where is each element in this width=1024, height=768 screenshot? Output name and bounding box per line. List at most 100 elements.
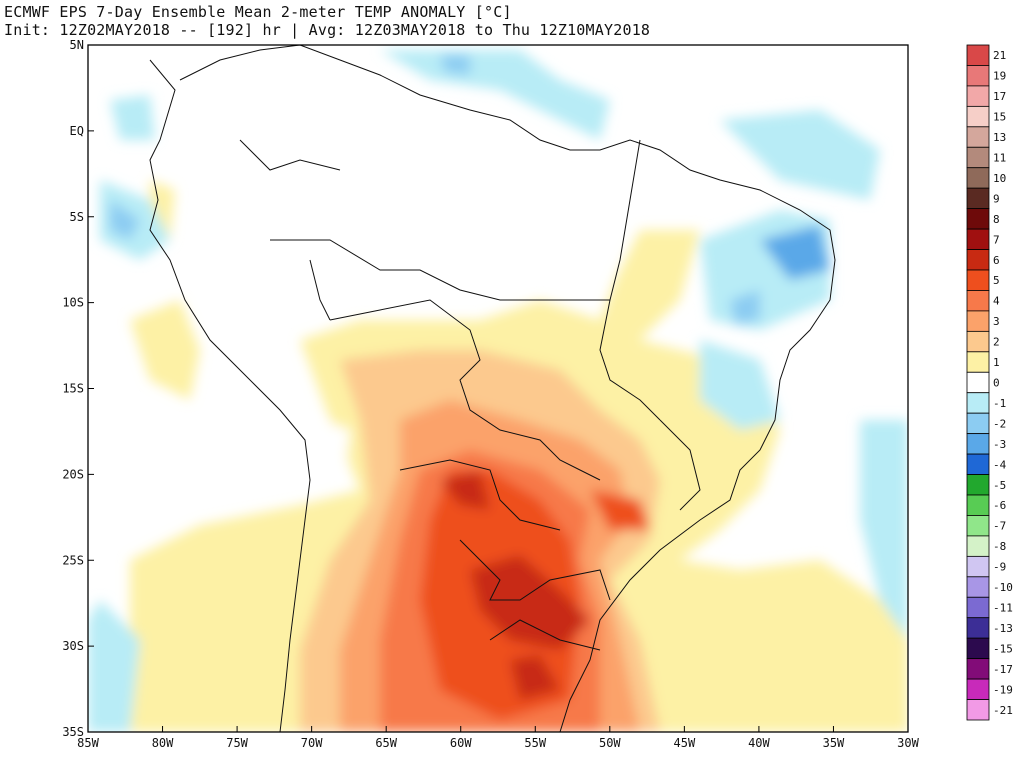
- x-tick-label: 60W: [450, 736, 472, 750]
- colorbar-swatch: [966, 678, 990, 700]
- border-state-2: [659, 419, 701, 511]
- colorbar-swatch: [966, 249, 990, 271]
- y-tick-label: 30S: [62, 639, 84, 653]
- colorbar-label: 8: [993, 213, 1000, 226]
- colorbar-label: 3: [993, 315, 1000, 328]
- x-tick-label: 65W: [375, 736, 397, 750]
- colorbar-swatch: [966, 412, 990, 435]
- border-argentina: [459, 539, 611, 601]
- colorbar: 211917151311109876543210-1-2-3-4-5-6-7-8…: [966, 44, 1013, 721]
- y-tick-label: 35S: [62, 725, 84, 739]
- colorbar-label: -10: [993, 581, 1013, 594]
- colorbar-swatch: [966, 351, 990, 373]
- colorbar-swatch: [966, 494, 990, 516]
- colorbar-swatch: [966, 658, 990, 680]
- map-subtitle: Init: 12Z02MAY2018 -- [192] hr | Avg: 12…: [4, 21, 651, 39]
- border-uruguay: [489, 619, 601, 651]
- colorbar-swatch: [966, 699, 990, 721]
- x-tick-label: 40W: [748, 736, 770, 750]
- colorbar-swatch: [966, 330, 990, 353]
- y-tick-label: 25S: [62, 553, 84, 567]
- colorbar-label: 0: [993, 377, 1000, 390]
- x-tick-label: 50W: [599, 736, 621, 750]
- colorbar-label: -2: [993, 417, 1006, 430]
- colorbar-label: -4: [993, 458, 1007, 471]
- colorbar-swatch: [966, 433, 990, 455]
- colorbar-swatch: [966, 453, 990, 475]
- colorbar-swatch: [966, 65, 990, 87]
- colorbar-swatch: [966, 515, 990, 537]
- x-tick-label: 80W: [152, 736, 174, 750]
- colorbar-swatch: [966, 596, 990, 619]
- colorbar-label: -19: [993, 683, 1013, 696]
- colorbar-label: -7: [993, 520, 1006, 533]
- y-tick-label: 15S: [62, 382, 84, 396]
- colorbar-swatch: [966, 228, 990, 250]
- border-north: [270, 239, 610, 301]
- border-bolivia: [329, 299, 601, 481]
- colorbar-label: 7: [993, 233, 1000, 246]
- colorbar-swatch: [966, 310, 990, 332]
- colorbar-swatch: [966, 85, 990, 107]
- colorbar-swatch: [966, 371, 990, 394]
- colorbar-swatch: [966, 187, 990, 210]
- colorbar-label: -5: [993, 479, 1006, 492]
- colorbar-label: 1: [993, 356, 1000, 369]
- country-borders: [149, 45, 836, 732]
- colorbar-swatch: [966, 576, 990, 598]
- colorbar-swatch: [966, 208, 990, 230]
- x-tick-label: 55W: [524, 736, 546, 750]
- y-tick-label: 5S: [70, 210, 84, 224]
- colorbar-label: -9: [993, 561, 1006, 574]
- border-colombia: [239, 139, 341, 171]
- border-peru: [309, 259, 331, 321]
- y-tick-label: EQ: [70, 124, 84, 138]
- colorbar-label: 10: [993, 172, 1006, 185]
- colorbar-swatch: [966, 535, 990, 557]
- colorbar-swatch: [966, 474, 990, 496]
- colorbar-swatch: [966, 637, 990, 660]
- colorbar-label: -1: [993, 397, 1006, 410]
- x-tick-label: 45W: [674, 736, 696, 750]
- colorbar-label: -13: [993, 622, 1013, 635]
- colorbar-label: 13: [993, 131, 1006, 144]
- colorbar-swatch: [966, 44, 990, 66]
- colorbar-label: 5: [993, 274, 1000, 287]
- anomaly-field: [88, 45, 908, 732]
- colorbar-label: 2: [993, 336, 1000, 349]
- colorbar-label: -6: [993, 499, 1006, 512]
- x-axis: 85W 80W 75W 70W 65W 60W 55W 50W 45W 40W 35W 30W: [77, 726, 920, 750]
- colorbar-label: -21: [993, 704, 1013, 717]
- x-tick-label: 70W: [301, 736, 323, 750]
- x-tick-label: 30W: [897, 736, 919, 750]
- colorbar-swatch: [966, 269, 990, 291]
- map-title: ECMWF EPS 7-Day Ensemble Mean 2-meter TE…: [4, 3, 512, 21]
- pacific-coast: [149, 59, 311, 732]
- colorbar-label: 19: [993, 70, 1006, 83]
- colorbar-swatch: [966, 126, 990, 148]
- colorbar-swatch: [966, 617, 990, 639]
- colorbar-swatch: [966, 290, 990, 312]
- y-tick-label: 5N: [70, 38, 84, 52]
- x-tick-label: 35W: [823, 736, 845, 750]
- y-tick-label: 20S: [62, 467, 84, 481]
- colorbar-label: -15: [993, 642, 1013, 655]
- y-tick-label: 10S: [62, 296, 84, 310]
- colorbar-label: 15: [993, 111, 1006, 124]
- border-paraguay: [399, 459, 561, 531]
- colorbar-swatch: [966, 555, 990, 578]
- colorbar-label: 4: [993, 295, 1000, 308]
- colorbar-label: 9: [993, 192, 1000, 205]
- colorbar-swatch: [966, 392, 990, 414]
- x-tick-label: 85W: [77, 736, 99, 750]
- colorbar-label: 11: [993, 152, 1006, 165]
- colorbar-label: 6: [993, 254, 1000, 267]
- colorbar-label: -3: [993, 438, 1006, 451]
- colorbar-swatch: [966, 167, 990, 189]
- x-tick-label: 75W: [226, 736, 248, 750]
- y-axis: 5N EQ 5S 10S 15S 20S 25S 30S 35S: [62, 38, 94, 739]
- colorbar-label: -8: [993, 540, 1006, 553]
- colorbar-swatch: [966, 146, 990, 169]
- atlantic-coast: [179, 45, 836, 732]
